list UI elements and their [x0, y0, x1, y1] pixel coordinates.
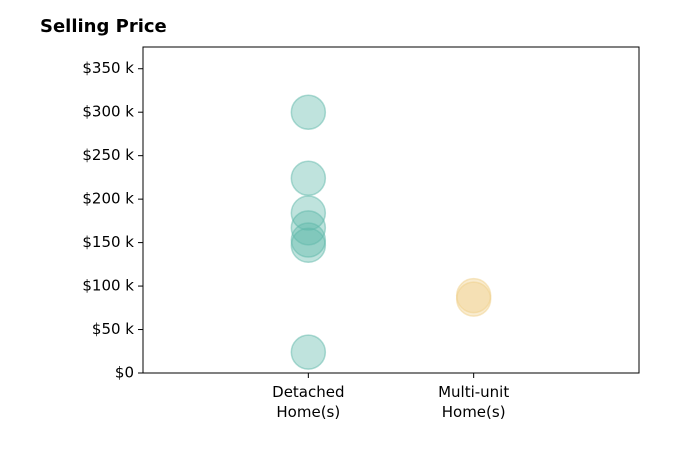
point	[290, 334, 327, 370]
point	[290, 94, 327, 130]
point	[290, 227, 327, 263]
y-tick-label: $0	[115, 364, 134, 382]
y-tick-label: $150 k	[82, 233, 134, 251]
y-tick-label: $100 k	[82, 277, 134, 295]
x-tick-label: Detached Home(s)	[272, 383, 345, 421]
point	[290, 160, 327, 197]
y-tick-label: $350 k	[82, 59, 134, 77]
chart-title: Selling Price	[40, 16, 167, 37]
y-tick-label: $300 k	[82, 103, 134, 121]
plot-frame	[142, 46, 640, 374]
point	[290, 222, 327, 258]
x-tick-label: Multi-unit Home(s)	[438, 383, 510, 421]
y-tick-label: $250 k	[82, 146, 134, 164]
y-tick-label: $200 k	[82, 190, 134, 208]
y-tick-label: $50 k	[92, 320, 134, 338]
point	[455, 281, 492, 317]
point	[290, 195, 327, 231]
